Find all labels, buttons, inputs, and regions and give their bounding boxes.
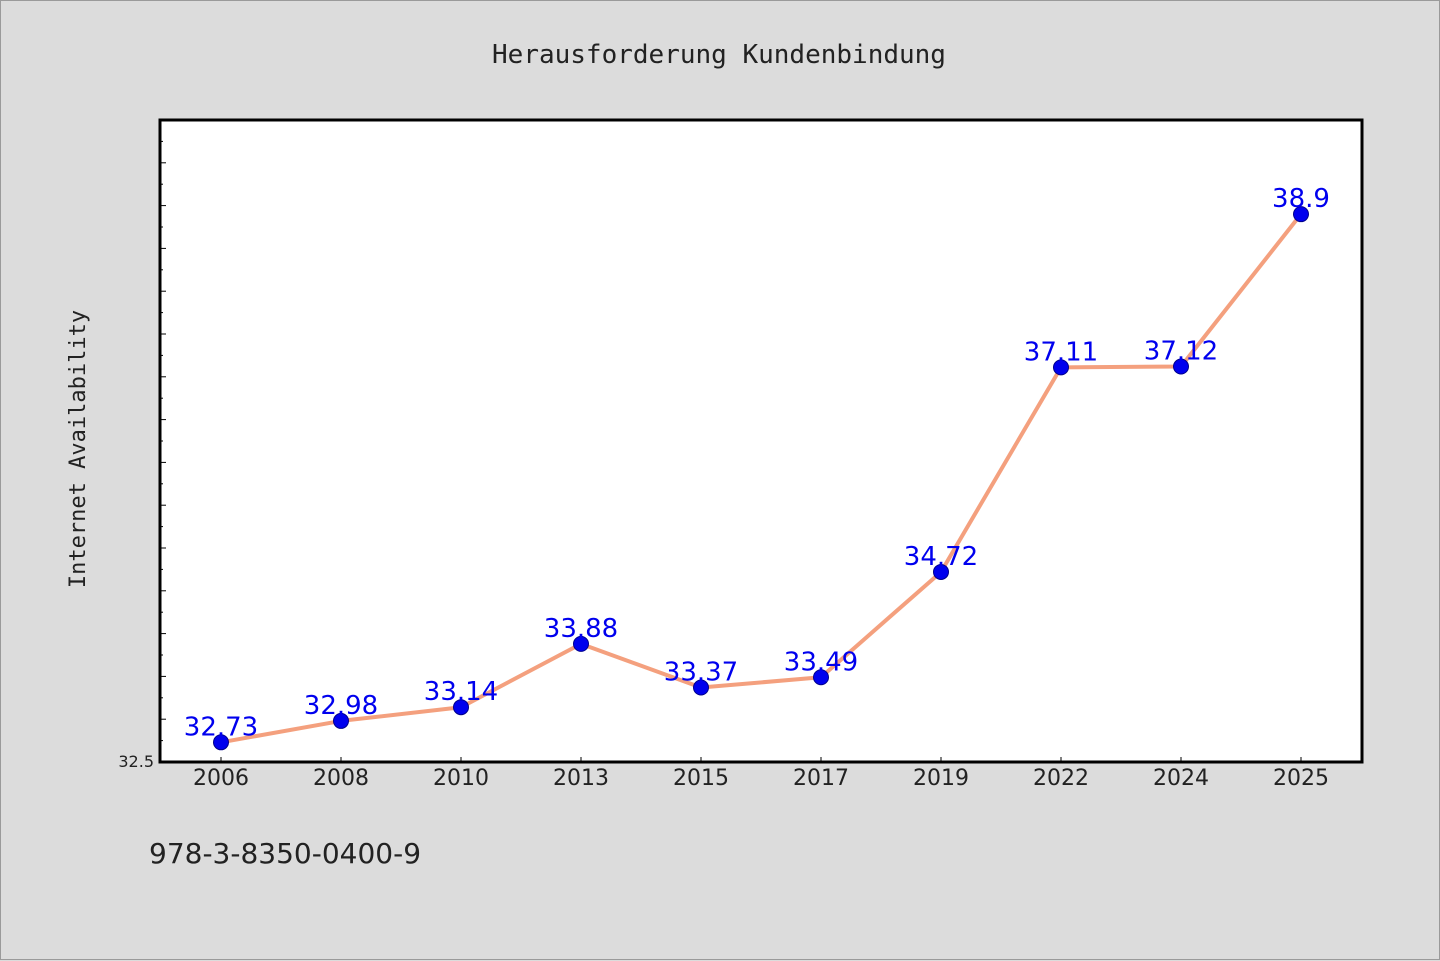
x-tick-label: 2025 xyxy=(1273,766,1329,791)
x-tick-label: 2010 xyxy=(433,766,489,791)
x-tick-label: 2015 xyxy=(673,766,729,791)
plot-area xyxy=(160,120,1362,762)
data-point xyxy=(213,734,229,751)
footer-note: 978-3-8350-0400-9 xyxy=(149,837,421,870)
data-point xyxy=(693,679,709,696)
series-line xyxy=(220,212,1303,745)
data-label: 33.88 xyxy=(544,614,618,644)
data-label: 32.98 xyxy=(304,691,378,721)
data-label: 33.49 xyxy=(784,647,858,677)
data-label: 38.9 xyxy=(1272,184,1330,214)
data-label: 34.72 xyxy=(904,542,978,572)
plot-frame xyxy=(158,118,1364,764)
data-point xyxy=(573,635,589,652)
x-tick-label: 2022 xyxy=(1033,766,1089,791)
x-tick-label: 2013 xyxy=(553,766,609,791)
data-point xyxy=(933,563,949,580)
data-point xyxy=(1293,206,1309,223)
x-tick-label: 2006 xyxy=(193,766,249,791)
x-tick-label: 2017 xyxy=(793,766,849,791)
x-tick-label: 2019 xyxy=(913,766,969,791)
y-tick-label: 32.5 xyxy=(118,752,154,771)
data-labels: 32.73 32.98 33.14 33.88 33.37 33.49 34.72 37.11… xyxy=(184,184,1330,742)
x-tick-label: 2008 xyxy=(313,766,369,791)
data-points xyxy=(213,206,1309,751)
data-label: 33.37 xyxy=(664,658,738,688)
y-axis-label: Internet Availability xyxy=(66,310,91,588)
data-label: 32.73 xyxy=(184,712,258,742)
chart-title: Herausforderung Kundenbindung xyxy=(492,40,946,70)
data-point xyxy=(1173,358,1189,375)
data-label: 37.11 xyxy=(1024,337,1098,367)
data-point xyxy=(813,669,829,686)
data-point xyxy=(453,699,469,716)
x-axis-ticks: 2006 2008 2010 2013 2015 2017 2019 2022 2024 2025 xyxy=(193,757,1329,791)
data-point xyxy=(333,712,349,729)
x-tick-label: 2024 xyxy=(1153,766,1209,791)
data-label: 33.14 xyxy=(424,677,498,707)
data-point xyxy=(1053,359,1069,376)
data-label: 37.12 xyxy=(1144,337,1218,367)
